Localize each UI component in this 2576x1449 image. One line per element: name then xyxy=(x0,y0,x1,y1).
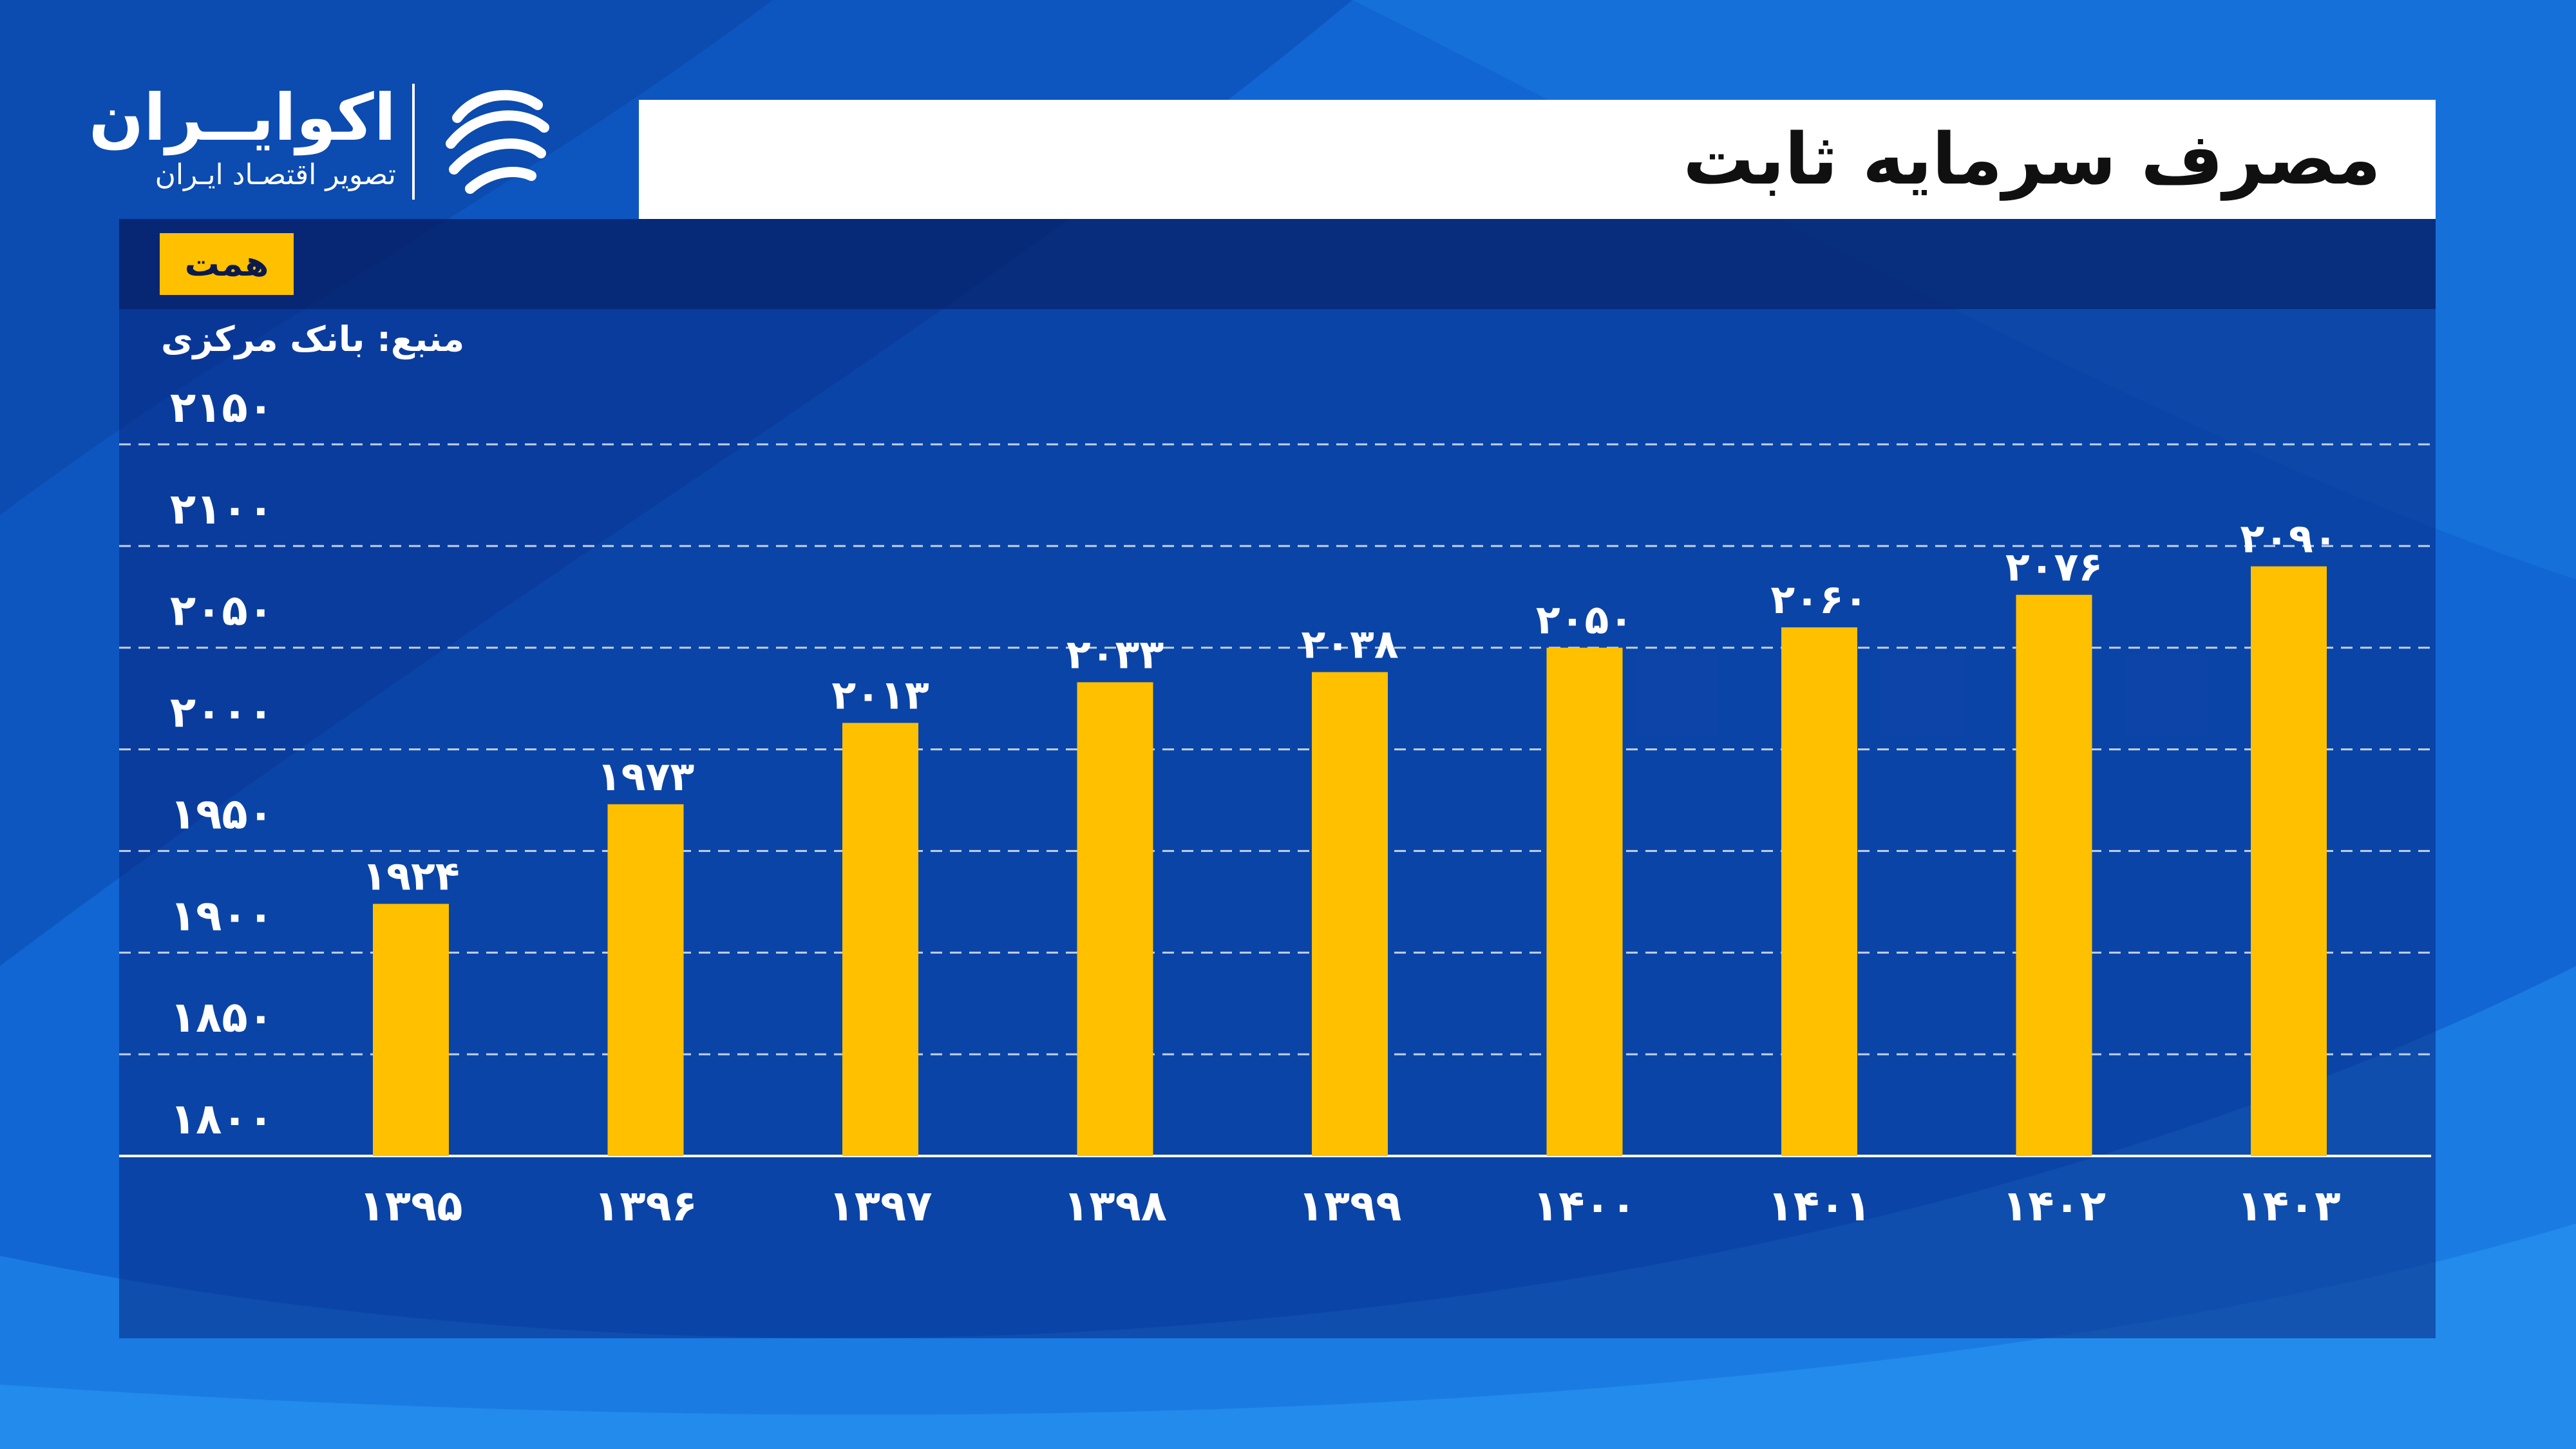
source-label: منبع: بانک مرکزی xyxy=(161,319,465,359)
x-tick-label: ۱۳۹۸ xyxy=(1063,1181,1167,1231)
y-tick-label: ۱۹۰۰ xyxy=(170,891,274,940)
data-label: ۲۰۹۰ xyxy=(2240,515,2337,562)
brand-mark-icon xyxy=(446,90,549,194)
bar xyxy=(1312,672,1388,1156)
x-tick-label: ۱۳۹۶ xyxy=(594,1181,697,1231)
y-tick-label: ۱۸۵۰ xyxy=(170,992,274,1042)
data-label: ۲۰۶۰ xyxy=(1770,576,1868,623)
x-tick-label: ۱۴۰۳ xyxy=(2237,1181,2340,1231)
x-tick-label: ۱۳۹۵ xyxy=(359,1181,462,1231)
brand-logo: اکوایــران تصویر اقتصـاد ایـران xyxy=(89,76,564,205)
data-label: ۲۰۳۸ xyxy=(1301,621,1398,668)
x-tick-label: ۱۴۰۰ xyxy=(1533,1181,1636,1231)
bar xyxy=(373,904,449,1156)
x-tick-label: ۱۴۰۱ xyxy=(1767,1181,1871,1231)
chart-title: مصرف سرمایه ثابت xyxy=(1683,118,2381,200)
x-tick-label: ۱۴۰۲ xyxy=(2002,1181,2106,1231)
bar xyxy=(1781,627,1857,1156)
title-bar: مصرف سرمایه ثابت xyxy=(639,100,2436,219)
y-tick-label: ۲۰۰۰ xyxy=(170,688,274,737)
brand-name: اکوایــران xyxy=(88,80,396,155)
y-tick-label: ۲۰۵۰ xyxy=(170,586,274,636)
brand-tagline: تصویر اقتصـاد ایـران xyxy=(155,158,396,191)
data-label: ۱۹۲۴ xyxy=(362,853,459,900)
data-label: ۲۰۵۰ xyxy=(1536,596,1633,643)
data-label: ۲۰۱۳ xyxy=(831,672,929,719)
bar xyxy=(842,723,918,1156)
logo-divider xyxy=(412,84,415,200)
x-tick-label: ۱۳۹۹ xyxy=(1298,1181,1401,1231)
data-label: ۲۰۳۳ xyxy=(1066,630,1164,677)
bar xyxy=(2016,594,2092,1156)
y-tick-label: ۱۹۵۰ xyxy=(170,789,274,838)
chart-panel-header xyxy=(119,219,2436,309)
bar xyxy=(1077,682,1153,1156)
y-tick-label: ۲۱۵۰ xyxy=(170,383,274,432)
unit-badge: همت xyxy=(160,233,294,295)
data-label: ۲۰۷۶ xyxy=(2005,544,2103,591)
bar xyxy=(1546,647,1623,1156)
bar xyxy=(2251,566,2327,1156)
x-tick-label: ۱۳۹۷ xyxy=(828,1181,932,1231)
bar xyxy=(607,804,684,1156)
y-tick-label: ۲۱۰۰ xyxy=(170,484,274,534)
y-tick-label: ۱۸۰۰ xyxy=(170,1094,274,1144)
data-label: ۱۹۷۳ xyxy=(597,753,695,800)
